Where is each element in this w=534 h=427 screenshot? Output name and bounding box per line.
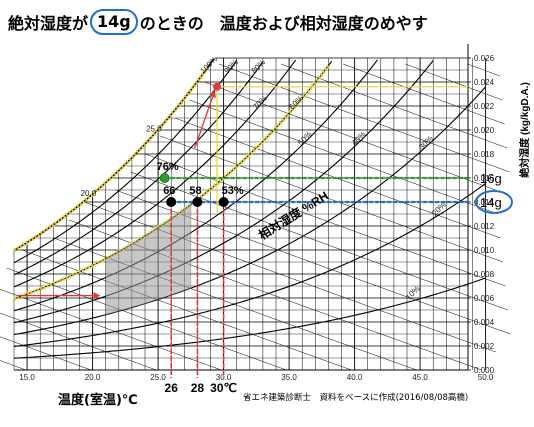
rh-axis-title: 相対湿度 %RH bbox=[256, 188, 331, 243]
x-tick-label: 15.0 bbox=[19, 373, 35, 382]
y-tick-label: 0.026 bbox=[474, 54, 495, 63]
data-point-label: 53% bbox=[222, 185, 244, 197]
rh-curve-50 bbox=[13, 59, 378, 312]
x-tick-label: 50.0 bbox=[478, 373, 494, 382]
wetbulb-label: 25.0 bbox=[146, 125, 162, 134]
data-point-label: 76% bbox=[157, 161, 179, 173]
x-tick-label: 20.0 bbox=[85, 373, 101, 382]
y-tick-label: 0.018 bbox=[474, 150, 495, 159]
temp-marker-label: 26 bbox=[165, 381, 179, 395]
y-tick-label: 0.006 bbox=[474, 294, 495, 303]
rh-curve-30 bbox=[13, 86, 487, 336]
rh-label-90: 90% bbox=[222, 58, 240, 76]
temp-marker-label: 28 bbox=[191, 381, 205, 395]
highlight-curve-100 bbox=[12, 66, 209, 253]
humidity-label-circle bbox=[475, 190, 513, 214]
enthalpy-line bbox=[0, 288, 222, 371]
enthalpy-line bbox=[0, 312, 157, 371]
title-prefix: 絶対湿度が bbox=[8, 14, 89, 33]
shaded-zone bbox=[105, 203, 192, 316]
wetbulb-label: 20.0 bbox=[81, 189, 97, 198]
rh-curve-40 bbox=[13, 60, 434, 324]
enthalpy-line bbox=[0, 360, 27, 371]
footer-credit: 省エネ建築診断士 資料をベースに作成(2016/08/08高橋) bbox=[243, 393, 469, 403]
rh-label-50: 50% bbox=[296, 130, 314, 148]
y-tick-label: 0.012 bbox=[474, 222, 495, 231]
x-axis-title: 温度(室温)℃ bbox=[58, 393, 138, 408]
y-tick-label: 0.004 bbox=[474, 318, 495, 327]
enthalpy-line bbox=[343, 63, 505, 125]
rh-label-40: 40% bbox=[350, 130, 368, 148]
data-point bbox=[159, 173, 170, 183]
data-point bbox=[218, 197, 229, 207]
humidity-label-14g: 14g bbox=[480, 195, 502, 210]
page-title: 絶対湿度が 14g のときの 温度および相対湿度のめやす bbox=[8, 8, 428, 36]
y-tick-label: 0.010 bbox=[474, 246, 495, 255]
rh-curve-90 bbox=[13, 60, 238, 264]
enthalpy-line bbox=[218, 63, 510, 173]
x-tick-label: 40.0 bbox=[347, 373, 363, 382]
y-tick-label: 0.002 bbox=[474, 342, 495, 351]
data-point-label: 58 bbox=[189, 185, 201, 197]
humidity-label-16g: 16g bbox=[480, 171, 502, 186]
enthalpy-line bbox=[0, 336, 92, 371]
y-tick-label: 0.000 bbox=[474, 366, 495, 375]
y-tick-label: 0.008 bbox=[474, 270, 495, 279]
rh-curve-10 bbox=[13, 277, 486, 359]
rh-curve-20 bbox=[13, 183, 486, 347]
rh-label-70: 70% bbox=[251, 94, 269, 112]
title-suffix: のときの 温度および相対湿度のめやす bbox=[139, 14, 428, 33]
x-tick-label: 45.0 bbox=[412, 373, 428, 382]
x-tick-label: 35.0 bbox=[281, 373, 297, 382]
y-tick-label: 0.024 bbox=[474, 78, 495, 87]
rh-curve-70 bbox=[13, 59, 297, 288]
enthalpy-line bbox=[84, 201, 497, 353]
rh-curve-80 bbox=[13, 61, 264, 276]
enthalpy-line bbox=[405, 63, 503, 101]
saturation-mask bbox=[14, 40, 486, 250]
enthalpy-line bbox=[160, 135, 504, 263]
top-reference-point bbox=[213, 82, 222, 91]
rh-label-80: 80% bbox=[250, 58, 268, 76]
temp-marker-label: 30℃ bbox=[210, 381, 237, 395]
handwritten-arrow bbox=[194, 90, 216, 149]
enthalpy-line bbox=[22, 249, 352, 371]
y-tick-label: 0.022 bbox=[474, 102, 495, 111]
enthalpy-line bbox=[130, 171, 509, 311]
enthalpy-line bbox=[6, 267, 287, 371]
enthalpy-line bbox=[467, 63, 500, 77]
enthalpy-line bbox=[204, 81, 496, 191]
data-point-label: 66 bbox=[163, 185, 175, 197]
y-tick-label: 0.014 bbox=[474, 198, 495, 207]
data-point bbox=[166, 197, 177, 207]
y-axis-title: 絶対湿度 (kg/kgD.A.) bbox=[518, 82, 531, 178]
data-point bbox=[192, 197, 203, 207]
enthalpy-line bbox=[145, 153, 506, 287]
y-tick-label: 0.020 bbox=[474, 126, 495, 135]
y-tick-label: 0.016 bbox=[474, 174, 495, 183]
x-tick-label: 25.0 bbox=[150, 373, 166, 382]
title-circled-value: 14g bbox=[90, 9, 138, 35]
